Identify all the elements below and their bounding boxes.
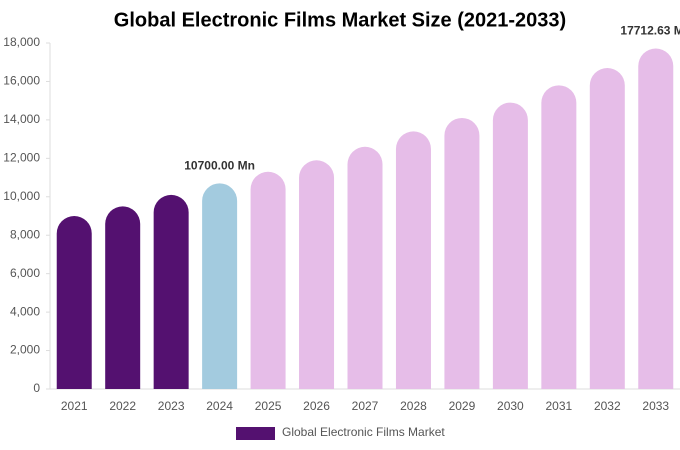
x-tick-label: 2026 (303, 399, 330, 413)
bar (444, 117, 480, 389)
bar (56, 216, 92, 389)
x-tick-label: 2033 (642, 399, 669, 413)
bar (105, 206, 141, 389)
x-tick-label: 2025 (255, 399, 282, 413)
bar (153, 194, 189, 389)
y-tick-label: 10,000 (3, 189, 40, 203)
y-tick-label: 18,000 (3, 35, 40, 49)
y-tick-label: 2,000 (10, 343, 40, 357)
bar (250, 171, 286, 389)
bar (202, 183, 238, 389)
data-label: 17712.63 Mn (620, 24, 680, 38)
y-tick-label: 0 (33, 381, 40, 395)
legend-swatch (236, 427, 275, 440)
bar (492, 102, 528, 390)
y-tick-label: 6,000 (10, 266, 40, 280)
chart-title: Global Electronic Films Market Size (202… (114, 9, 566, 31)
x-tick-label: 2024 (206, 399, 233, 413)
y-tick-label: 14,000 (3, 112, 40, 126)
y-tick-label: 4,000 (10, 304, 40, 318)
data-label: 10700.00 Mn (184, 158, 255, 172)
y-tick-label: 8,000 (10, 227, 40, 241)
x-tick-label: 2031 (545, 399, 572, 413)
bar (541, 85, 577, 389)
bar (299, 160, 335, 389)
legend-label: Global Electronic Films Market (282, 425, 445, 439)
x-tick-label: 2027 (352, 399, 379, 413)
x-tick-label: 2032 (594, 399, 621, 413)
y-tick-label: 12,000 (3, 151, 40, 165)
y-tick-label: 16,000 (3, 74, 40, 88)
x-tick-label: 2022 (109, 399, 136, 413)
x-tick-label: 2030 (497, 399, 524, 413)
bar (638, 48, 674, 389)
x-tick-label: 2028 (400, 399, 427, 413)
bar (589, 67, 625, 389)
bar (395, 131, 431, 389)
bar (347, 146, 383, 389)
x-tick-label: 2029 (449, 399, 476, 413)
x-tick-label: 2023 (158, 399, 185, 413)
x-tick-label: 2021 (61, 399, 88, 413)
